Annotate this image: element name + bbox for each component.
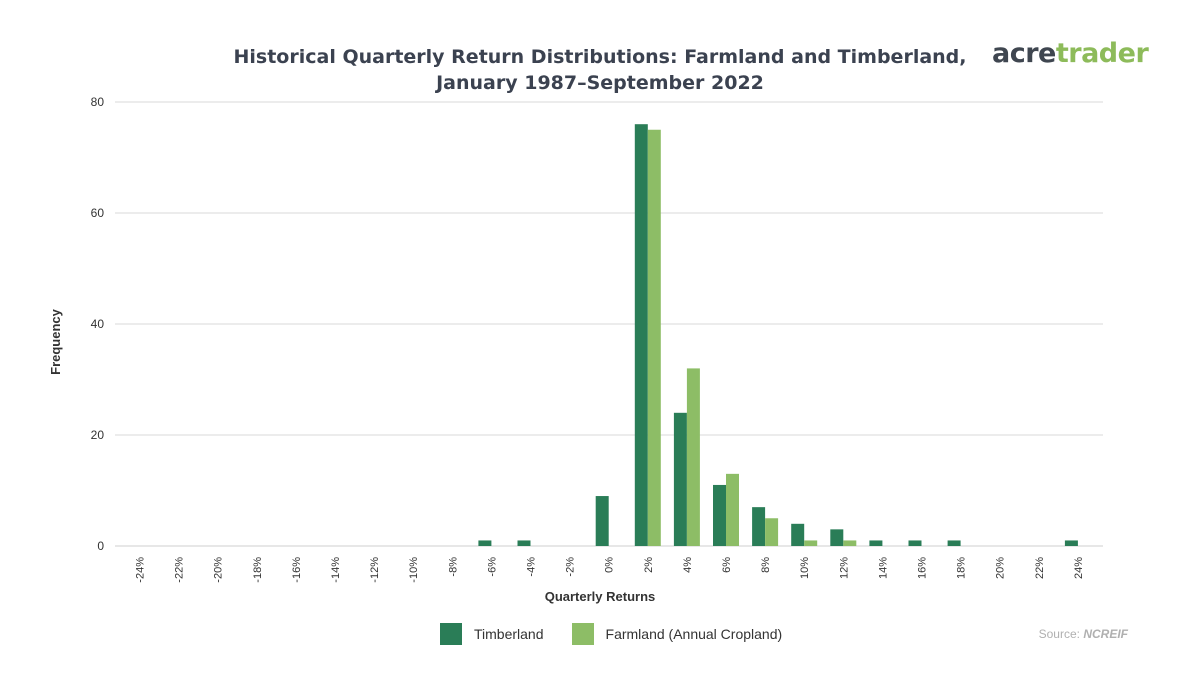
chart-legend: Timberland Farmland (Annual Cropland) (440, 622, 810, 646)
x-tick-label: -4% (526, 557, 538, 577)
bar-farmland-2pct (647, 129, 661, 546)
bar-timberland-18pct (947, 540, 961, 546)
x-axis-label: Quarterly Returns (545, 589, 656, 604)
y-tick-label: 40 (91, 317, 105, 331)
acretrader-logo: acretrader (992, 38, 1149, 69)
bars (478, 124, 1078, 546)
y-tick-label: 0 (97, 539, 104, 553)
chart-title: Historical Quarterly Return Distribution… (200, 44, 1000, 96)
bar-farmland-6pct (726, 473, 739, 546)
source-note: Source: NCREIF (1039, 627, 1128, 641)
bar-timberland-0pct (595, 496, 609, 546)
x-tick-label: -12% (369, 557, 381, 583)
x-tick-label: 24% (1073, 557, 1085, 579)
bar-timberland-10pct (791, 523, 805, 546)
bar-farmland-10pct (804, 540, 818, 546)
x-tick-label: -10% (408, 557, 420, 583)
x-axis-ticks: -24% -22% -20% -18% -16% -14% -12% -10% -8% -6% -4… (135, 557, 1085, 583)
bar-timberland-8pct (752, 507, 766, 546)
chart-title-line-2: January 1987–September 2022 (436, 72, 764, 94)
logo-part-trader: trader (1055, 38, 1149, 69)
x-tick-label: 10% (799, 557, 811, 579)
x-tick-label: 16% (917, 557, 929, 579)
x-tick-label: 2% (643, 557, 655, 573)
x-tick-label: -8% (447, 557, 459, 577)
x-tick-label: 18% (956, 557, 968, 579)
x-tick-label: -22% (174, 557, 186, 583)
legend-label-farmland: Farmland (Annual Cropland) (605, 626, 783, 642)
x-tick-label: -18% (252, 557, 264, 583)
logo-part-acre: acre (992, 38, 1056, 69)
x-tick-label: -2% (565, 557, 577, 577)
x-tick-label: 22% (1034, 557, 1046, 579)
bar-timberland-6pct (713, 484, 726, 546)
x-tick-label: 12% (838, 557, 850, 579)
bar-timberland-2pct (634, 124, 648, 546)
bar-timberland-4pct (673, 412, 687, 546)
bar-farmland-8pct (765, 518, 779, 546)
legend-swatch-timberland (440, 623, 462, 645)
x-tick-label: -6% (486, 557, 498, 577)
bar-farmland-12pct (843, 540, 857, 546)
y-axis-ticks: 0 20 40 60 80 (91, 95, 105, 553)
x-tick-label: 6% (721, 557, 733, 573)
x-tick-label: 0% (604, 557, 616, 573)
bar-timberland--4pct (517, 540, 531, 546)
y-axis-label: Frequency (48, 308, 63, 375)
legend-label-timberland: Timberland (474, 626, 544, 642)
bar-timberland-14pct (869, 540, 883, 546)
grid-lines (115, 101, 1103, 547)
legend-swatch-farmland (571, 623, 594, 645)
x-tick-label: 8% (760, 557, 772, 573)
source-prefix: Source: (1038, 627, 1084, 641)
x-tick-label: -16% (291, 557, 303, 583)
x-tick-label: 14% (877, 557, 889, 579)
bar-timberland-16pct (908, 540, 922, 546)
y-tick-label: 20 (91, 428, 105, 442)
legend-item-farmland[interactable]: Farmland (Annual Cropland) (571, 623, 783, 645)
x-tick-label: 4% (682, 557, 694, 573)
x-tick-label: -20% (213, 557, 225, 583)
bar-timberland--6pct (478, 540, 492, 546)
y-tick-label: 80 (91, 95, 105, 109)
x-tick-label: -14% (330, 557, 342, 583)
bar-farmland-4pct (686, 368, 700, 546)
bar-timberland-12pct (830, 529, 844, 546)
chart-title-line-1: Historical Quarterly Return Distribution… (233, 46, 967, 68)
legend-item-timberland[interactable]: Timberland (440, 623, 544, 645)
x-tick-label: -24% (135, 557, 147, 583)
source-name: NCREIF (1083, 627, 1128, 641)
y-tick-label: 60 (91, 206, 105, 220)
bar-timberland-24pct (1064, 540, 1078, 546)
x-tick-label: 20% (995, 557, 1007, 579)
